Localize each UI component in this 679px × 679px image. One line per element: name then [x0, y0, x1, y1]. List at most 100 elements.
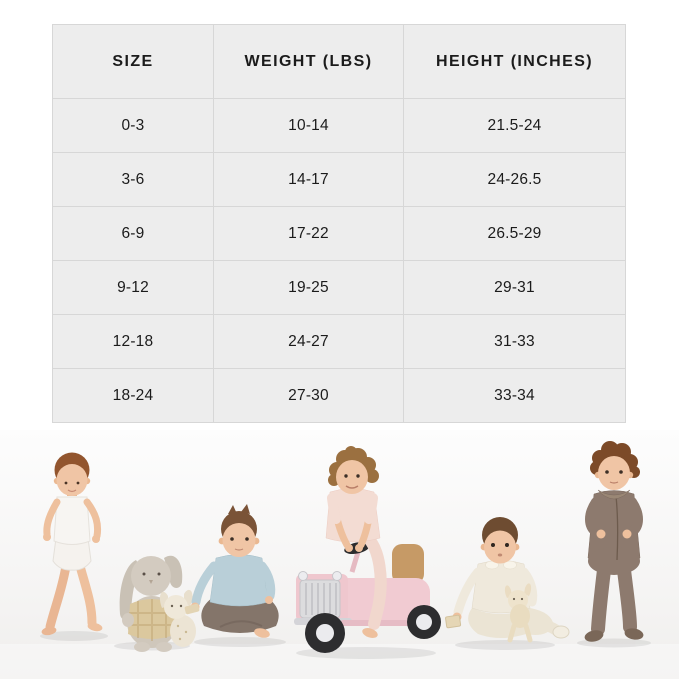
onesie-hips [588, 547, 640, 575]
wheel-hub [416, 614, 432, 630]
cell-size: 18-24 [53, 369, 214, 422]
plush-bunny-lap [504, 583, 533, 643]
bunny-ear [524, 583, 532, 596]
arm [257, 561, 276, 601]
sleeve [327, 493, 341, 524]
bunny-eye [142, 572, 146, 576]
cell-weight: 24-27 [214, 315, 404, 369]
zipper [615, 495, 619, 561]
eye [76, 481, 80, 485]
cell-weight: 10-14 [214, 99, 404, 153]
cell-size: 3-6 [53, 153, 214, 207]
wooden-toy [184, 603, 200, 615]
eye [230, 537, 234, 541]
arm [191, 561, 219, 607]
bunny-eye [157, 572, 161, 576]
tank-top [53, 496, 91, 545]
eye [505, 543, 509, 547]
bunny-body [170, 615, 196, 647]
bunny-eye [520, 597, 524, 601]
headlight [298, 571, 308, 581]
eye [344, 474, 348, 478]
eye [605, 470, 609, 474]
cell-height: 33-34 [404, 369, 625, 422]
mouth [234, 548, 244, 551]
bunny-leg [523, 623, 533, 643]
legs [468, 608, 554, 638]
cell-height: 26.5-29 [404, 207, 625, 261]
bunny-ear [164, 555, 183, 588]
hand [355, 544, 363, 552]
collar [503, 560, 517, 570]
eye [356, 474, 360, 478]
wheel-hub [316, 624, 334, 642]
footie-foot [584, 630, 604, 642]
bunny-body [510, 604, 530, 628]
cell-weight: 14-17 [214, 153, 404, 207]
crossed-leg-line [219, 620, 263, 628]
face [222, 523, 256, 557]
cell-weight: 19-25 [214, 261, 404, 315]
cell-size: 9-12 [53, 261, 214, 315]
bunny-eye [179, 604, 183, 608]
hand [345, 544, 353, 552]
cell-size: 0-3 [53, 99, 214, 153]
dress-dots [176, 624, 188, 641]
standing-toddler-brown-footie [584, 441, 644, 642]
collar [597, 489, 631, 500]
leg [45, 561, 71, 632]
bunny-eye [512, 597, 516, 601]
sitting-baby-cream-romper [445, 517, 570, 643]
cell-size: 6-9 [53, 207, 214, 261]
hand [265, 596, 273, 604]
hair-tuft [241, 504, 250, 514]
column-header-weight: WEIGHT (LBS) [214, 25, 404, 99]
footie-foot [624, 628, 644, 640]
cell-height: 29-31 [404, 261, 625, 315]
mouth [497, 553, 503, 557]
leg [591, 563, 611, 636]
bunny-paw [122, 613, 134, 627]
bunny-nose [149, 580, 153, 584]
steering-column [349, 551, 361, 573]
face [56, 464, 88, 496]
eye [619, 470, 623, 474]
mouth [345, 485, 359, 489]
bunny-leg [507, 623, 517, 643]
plush-bunny-cream [159, 589, 196, 647]
cell-height: 24-26.5 [404, 153, 625, 207]
foot [254, 628, 270, 638]
cell-size: 12-18 [53, 315, 214, 369]
hand [92, 535, 100, 543]
arm [519, 567, 538, 607]
bunny-eye [170, 604, 174, 608]
cell-weight: 27-30 [214, 369, 404, 422]
studio-floor [0, 644, 679, 679]
knit-bootie [552, 625, 570, 639]
foot [87, 622, 103, 632]
size-chart-table: SIZE WEIGHT (LBS) HEIGHT (INCHES) 0-3 10… [52, 24, 626, 423]
cell-height: 31-33 [404, 315, 625, 369]
bunny-head [164, 595, 188, 619]
eye [245, 537, 249, 541]
sleeve [364, 493, 378, 524]
toddler-on-ride-on-car [325, 446, 387, 638]
wooden-block [445, 614, 462, 629]
column-header-size: SIZE [53, 25, 214, 99]
leg-pink-pants [360, 530, 387, 630]
car-seat-back [392, 544, 424, 584]
mouth [609, 481, 619, 484]
arm [453, 567, 483, 617]
arm [627, 497, 643, 537]
arm [43, 498, 61, 538]
arm [83, 498, 102, 540]
babies-photo [0, 430, 679, 679]
arm [585, 497, 601, 537]
standing-toddler-white-tank [41, 452, 103, 636]
bunny-foot [156, 642, 172, 652]
sitting-baby-blue-top [184, 504, 341, 642]
column-header-height: HEIGHT (INCHES) [404, 25, 625, 99]
cell-height: 21.5-24 [404, 99, 625, 153]
hand [622, 529, 632, 539]
